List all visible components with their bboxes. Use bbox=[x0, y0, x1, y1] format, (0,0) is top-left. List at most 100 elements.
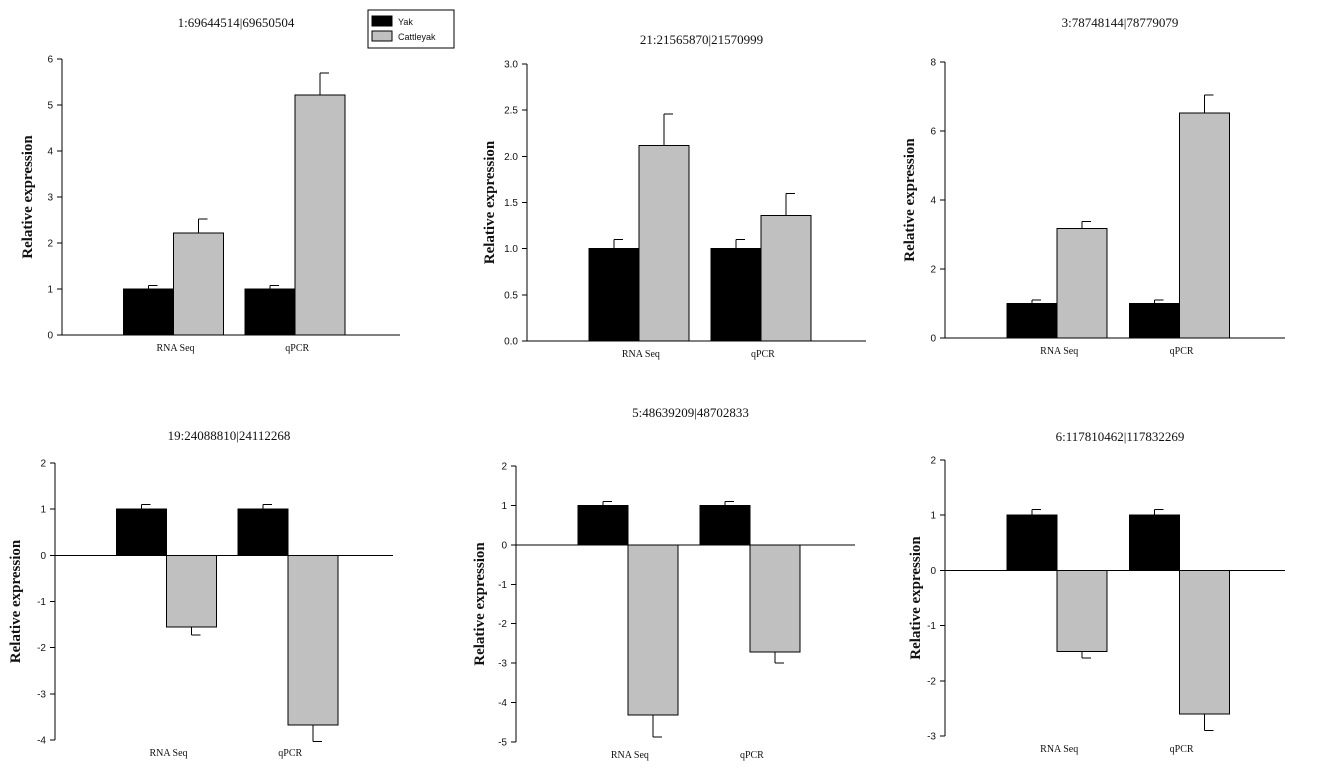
y-tick-label: -3 bbox=[37, 689, 46, 700]
y-tick-label: -5 bbox=[498, 738, 507, 749]
chart-panels: 1:69644514|69650504 Relative expression RN… bbox=[8, 15, 1285, 761]
bar-yak-rna-seq bbox=[1006, 514, 1058, 571]
chart-title: 1:69644514|69650504 bbox=[178, 15, 295, 30]
y-axis-label: Relative expression bbox=[908, 536, 924, 660]
y-tick-label: 2.5 bbox=[504, 106, 518, 117]
y-tick-label: -3 bbox=[927, 732, 936, 743]
legend: Yak Cattleyak bbox=[367, 9, 455, 49]
y-tick-label: 0.0 bbox=[504, 337, 518, 348]
chart-panel-5: 5:48639209|48702833 Relative expression RN… bbox=[472, 405, 855, 761]
chart-title: 21:21565870|21570999 bbox=[640, 32, 763, 47]
y-tick-label: 0 bbox=[47, 331, 53, 342]
y-tick-label: 0 bbox=[930, 334, 936, 345]
legend-label-yak: Yak bbox=[398, 17, 413, 27]
y-tick-label: 0 bbox=[40, 551, 46, 562]
y-tick-label: -3 bbox=[498, 659, 507, 670]
y-tick-label: 3.0 bbox=[504, 60, 518, 71]
chart-title: 6:117810462|117832269 bbox=[1056, 429, 1185, 444]
bar-cattleyak-rna-seq bbox=[638, 144, 690, 342]
x-tick-label: RNA Seq bbox=[150, 748, 188, 759]
y-tick-label: 2 bbox=[47, 239, 53, 250]
x-tick-label: qPCR bbox=[1170, 744, 1194, 755]
y-tick-label: 2 bbox=[501, 462, 507, 473]
y-tick-label: 1.5 bbox=[504, 198, 518, 209]
x-tick-label: RNA Seq bbox=[622, 349, 660, 360]
chart-panel-1: 1:69644514|69650504 Relative expression RN… bbox=[20, 15, 400, 354]
x-tick-label: RNA Seq bbox=[157, 343, 195, 354]
x-tick-label: qPCR bbox=[751, 349, 775, 360]
y-tick-label: 3 bbox=[47, 193, 53, 204]
bar-cattleyak-qpcr bbox=[294, 94, 346, 336]
y-tick-label: 0 bbox=[930, 566, 936, 577]
bar-cattleyak-rna-seq bbox=[627, 544, 679, 716]
chart-panel-3: 3:78748144|78779079 Relative expression RN… bbox=[902, 15, 1285, 357]
y-tick-label: 1 bbox=[40, 505, 46, 516]
bar-cattleyak-qpcr bbox=[1179, 569, 1231, 715]
bar-yak-qpcr bbox=[1129, 303, 1181, 339]
x-tick-label: qPCR bbox=[1170, 346, 1194, 357]
bar-cattleyak-rna-seq bbox=[1056, 569, 1108, 653]
chart-title: 3:78748144|78779079 bbox=[1062, 15, 1179, 30]
legend-swatch-yak bbox=[371, 15, 393, 27]
bar-cattleyak-rna-seq bbox=[1056, 228, 1108, 339]
y-axis-label: Relative expression bbox=[20, 135, 36, 259]
y-tick-label: 6 bbox=[930, 127, 936, 138]
y-tick-label: 1 bbox=[47, 285, 53, 296]
bar-yak-qpcr bbox=[710, 248, 762, 342]
bar-yak-qpcr bbox=[237, 508, 289, 556]
chart-title: 19:24088810|24112268 bbox=[168, 428, 291, 443]
y-tick-label: -2 bbox=[498, 619, 507, 630]
y-tick-label: 1.0 bbox=[504, 244, 518, 255]
y-tick-label: -4 bbox=[498, 698, 507, 709]
y-tick-label: 1 bbox=[501, 501, 507, 512]
y-tick-label: 1 bbox=[930, 511, 936, 522]
y-axis-label: Relative expression bbox=[8, 539, 24, 663]
x-tick-label: RNA Seq bbox=[1040, 744, 1078, 755]
y-tick-label: -2 bbox=[37, 643, 46, 654]
y-tick-label: -1 bbox=[498, 580, 507, 591]
x-tick-label: qPCR bbox=[278, 748, 302, 759]
legend-swatch-cattleyak bbox=[371, 30, 393, 42]
legend-label-cattleyak: Cattleyak bbox=[398, 32, 436, 42]
bar-cattleyak-qpcr bbox=[287, 554, 339, 726]
bar-cattleyak-qpcr bbox=[1179, 112, 1231, 339]
y-tick-label: 8 bbox=[930, 58, 936, 69]
bar-cattleyak-qpcr bbox=[760, 214, 812, 342]
chart-panel-6: 6:117810462|117832269 Relative expression… bbox=[908, 429, 1285, 755]
y-axis-label: Relative expression bbox=[902, 138, 918, 262]
y-axis-label: Relative expression bbox=[482, 140, 498, 264]
bar-cattleyak-qpcr bbox=[749, 544, 801, 653]
x-tick-label: qPCR bbox=[740, 750, 764, 761]
y-tick-label: 2 bbox=[930, 456, 936, 467]
bar-yak-qpcr bbox=[699, 504, 751, 546]
chart-title: 5:48639209|48702833 bbox=[632, 405, 749, 420]
x-tick-label: RNA Seq bbox=[1040, 346, 1078, 357]
y-tick-label: -4 bbox=[37, 736, 46, 747]
y-tick-label: 0.5 bbox=[504, 290, 518, 301]
y-tick-label: 0 bbox=[501, 540, 507, 551]
bar-cattleyak-rna-seq bbox=[166, 554, 218, 628]
y-tick-label: 2.0 bbox=[504, 152, 518, 163]
y-axis-label: Relative expression bbox=[472, 542, 488, 666]
y-tick-label: 2 bbox=[930, 265, 936, 276]
bar-yak-rna-seq bbox=[116, 508, 168, 556]
bar-yak-rna-seq bbox=[1006, 303, 1058, 339]
y-tick-label: 4 bbox=[930, 196, 936, 207]
y-tick-label: -1 bbox=[37, 597, 46, 608]
x-tick-label: qPCR bbox=[285, 343, 309, 354]
chart-panel-4: 19:24088810|24112268 Relative expression R… bbox=[8, 428, 393, 759]
y-tick-label: 5 bbox=[47, 101, 53, 112]
bar-yak-rna-seq bbox=[123, 288, 175, 336]
bar-yak-qpcr bbox=[1129, 514, 1181, 571]
chart-panel-2: 21:21565870|21570999 Relative expression R… bbox=[482, 32, 866, 360]
bar-yak-rna-seq bbox=[588, 248, 640, 342]
y-tick-label: 2 bbox=[40, 459, 46, 470]
bar-yak-qpcr bbox=[244, 288, 296, 336]
y-tick-label: 6 bbox=[47, 55, 53, 66]
bar-cattleyak-rna-seq bbox=[173, 232, 225, 336]
bar-yak-rna-seq bbox=[577, 504, 629, 546]
y-tick-label: 4 bbox=[47, 147, 53, 158]
y-tick-label: -2 bbox=[927, 676, 936, 687]
x-tick-label: RNA Seq bbox=[611, 750, 649, 761]
